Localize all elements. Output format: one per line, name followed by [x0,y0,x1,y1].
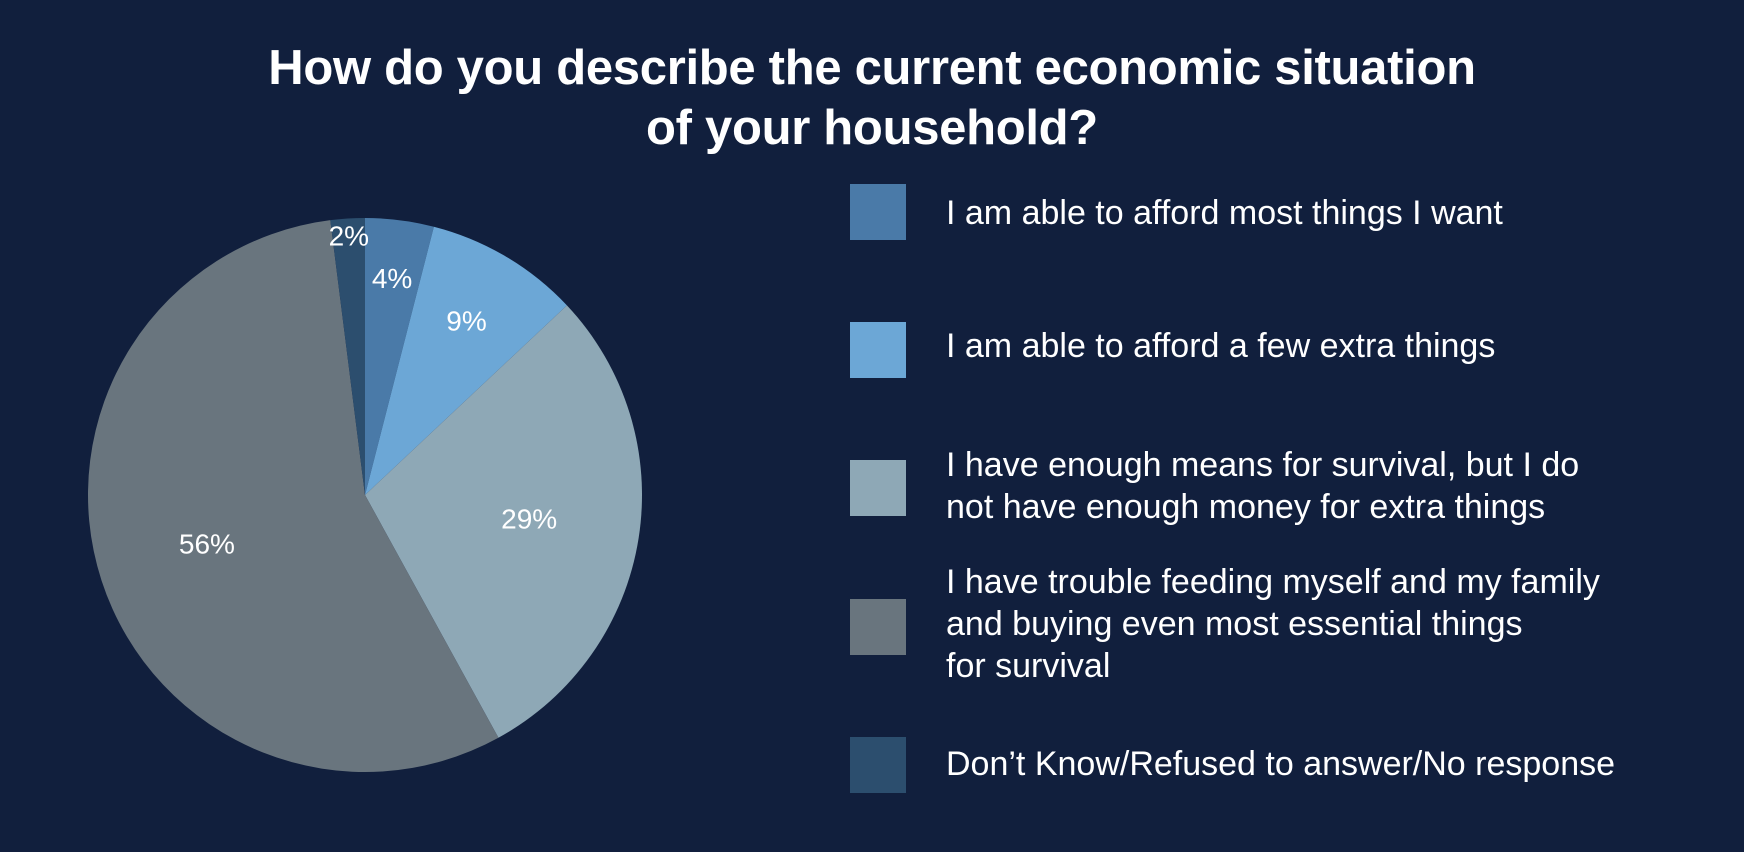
legend-label: I am able to afford most things I want [946,194,1503,232]
slice-value-label: 9% [446,306,486,337]
chart-title: How do you describe the current economic… [0,38,1744,158]
chart-title-line-1: How do you describe the current economic… [268,41,1476,95]
pie-slice [365,218,434,495]
pie-slice [365,305,642,738]
legend-item-afford-few-extra: I am able to afford a few extra things [850,322,1730,412]
legend-swatch [850,599,906,655]
pie-slice [88,220,499,773]
legend-label: I am able to afford a few extra things [946,327,1496,365]
slice-value-label: 2% [329,220,369,251]
legend-swatch [850,184,906,240]
legend-swatch [850,460,906,516]
chart-title-line-2: of your household? [646,101,1098,155]
slice-value-label: 29% [501,503,557,534]
legend-item-afford-most: I am able to afford most things I want [850,184,1730,274]
legend-swatch [850,737,906,793]
slice-value-label: 4% [372,263,412,294]
legend-item-enough-for-survival: I have enough means for survival, but I … [850,446,1730,550]
legend-swatch [850,322,906,378]
slice-value-label: 56% [179,529,235,560]
legend-label: I have trouble feeding myself and my fam… [946,563,1600,685]
legend-label: I have enough means for survival, but I … [946,446,1580,526]
legend-item-trouble-feeding: I have trouble feeding myself and my fam… [850,563,1730,689]
pie-chart: 4% 9% 29% 56% 2% [88,218,642,773]
legend-item-dont-know: Don’t Know/Refused to answer/No response [850,737,1730,827]
legend-label: Don’t Know/Refused to answer/No response [946,745,1616,783]
pie-slice [365,226,567,496]
pie-slice [330,218,365,495]
